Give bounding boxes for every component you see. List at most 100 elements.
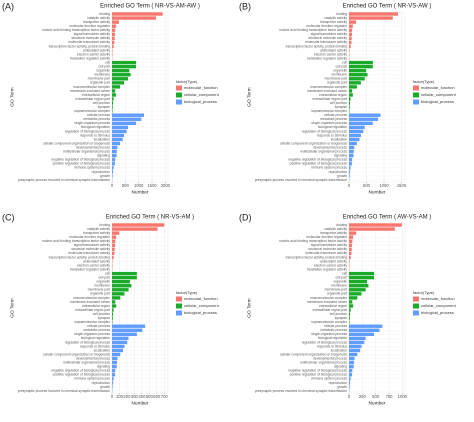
bar bbox=[112, 85, 120, 89]
term-label: cell junction bbox=[93, 101, 110, 105]
term-label: immune system process bbox=[311, 166, 347, 170]
term-label: response to stimulus bbox=[317, 344, 348, 348]
bar bbox=[349, 162, 352, 166]
bar bbox=[112, 320, 113, 324]
term-label: catalytic activity bbox=[87, 16, 110, 20]
bar bbox=[112, 93, 116, 97]
term-label: synapse bbox=[335, 316, 347, 320]
bar bbox=[349, 227, 395, 231]
bar bbox=[349, 288, 366, 292]
term-label: developmental process bbox=[313, 145, 347, 149]
legend-swatch bbox=[413, 85, 419, 91]
term-label: growth bbox=[100, 174, 110, 178]
bar bbox=[349, 12, 398, 16]
term-label: membrane-enclosed lumen bbox=[307, 300, 347, 304]
bar bbox=[112, 174, 113, 178]
bar bbox=[112, 125, 128, 130]
bar bbox=[112, 239, 116, 243]
term-label: presynaptic process involved in chemical… bbox=[255, 389, 347, 393]
legend-swatch bbox=[176, 85, 182, 91]
bar bbox=[112, 300, 116, 304]
bar bbox=[112, 166, 114, 170]
term-label: reproduction bbox=[92, 170, 110, 174]
x-tick-label: 500 bbox=[363, 183, 371, 188]
term-label: molecular transducer activity bbox=[305, 251, 347, 255]
legend-swatch bbox=[413, 296, 419, 302]
bar bbox=[112, 316, 113, 320]
term-label: biological regulation bbox=[81, 336, 110, 340]
term-label: membrane-enclosed lumen bbox=[70, 300, 110, 304]
bar bbox=[349, 117, 379, 121]
legend-label: cellular_component bbox=[184, 92, 220, 97]
term-label: structural molecule activity bbox=[71, 247, 110, 251]
y-axis-label: GO Term bbox=[246, 298, 252, 317]
bar bbox=[112, 381, 114, 385]
term-label: cell bbox=[342, 271, 347, 275]
bar bbox=[112, 101, 114, 105]
term-label: structural molecule activity bbox=[71, 36, 110, 40]
bar bbox=[112, 48, 113, 53]
legend-label: cellular_component bbox=[184, 303, 220, 308]
x-tick-label: 0 bbox=[111, 394, 114, 399]
bar bbox=[112, 12, 163, 16]
term-label: antioxidant activity bbox=[320, 48, 347, 52]
term-label: supramolecular complex bbox=[311, 320, 347, 324]
term-label: developmental process bbox=[313, 356, 347, 360]
x-tick-label: 1500 bbox=[147, 183, 157, 188]
legend-swatch bbox=[176, 92, 182, 98]
bar bbox=[349, 166, 351, 170]
bar bbox=[349, 40, 352, 45]
bar bbox=[349, 255, 351, 260]
term-label: structural molecule activity bbox=[308, 36, 347, 40]
term-label: electron carrier activity bbox=[77, 263, 110, 267]
bar bbox=[112, 223, 165, 227]
bar bbox=[112, 251, 115, 256]
bar bbox=[349, 77, 365, 81]
x-tick-label: 1500 bbox=[397, 183, 407, 188]
legend-label: biological_process bbox=[421, 310, 454, 315]
x-tick-label: 750 bbox=[386, 394, 394, 399]
term-label: signaling bbox=[97, 154, 110, 158]
bar bbox=[349, 328, 380, 332]
bar bbox=[112, 40, 115, 45]
bar bbox=[349, 81, 361, 85]
term-label: nucleic acid binding transcription facto… bbox=[42, 28, 110, 32]
term-label: macromolecular complex bbox=[310, 296, 347, 300]
term-label: positive regulation of biological proces… bbox=[53, 162, 111, 166]
term-label: supramolecular complex bbox=[74, 320, 110, 324]
term-label: transcription factor activity, protein b… bbox=[49, 44, 110, 48]
term-label: signal transducer activity bbox=[311, 32, 347, 36]
term-label: translation regulator activity bbox=[70, 56, 110, 60]
term-label: regulation of biological process bbox=[65, 340, 111, 344]
panel-label: (C) bbox=[2, 212, 15, 222]
y-axis-label: GO Term bbox=[246, 87, 252, 106]
bar bbox=[112, 279, 130, 284]
term-label: extracellular region part bbox=[313, 97, 348, 101]
term-label: electron carrier activity bbox=[314, 52, 347, 56]
term-label: negative regulation of biological proces… bbox=[288, 369, 347, 373]
bar bbox=[349, 235, 354, 239]
term-label: antioxidant activity bbox=[320, 259, 347, 263]
bar bbox=[112, 247, 115, 252]
legend-swatch bbox=[176, 99, 182, 105]
bar bbox=[112, 348, 124, 353]
term-label: cellular component organization or bioge… bbox=[43, 141, 110, 145]
bar bbox=[112, 44, 114, 49]
term-label: electron carrier activity bbox=[314, 263, 347, 267]
term-label: cellular process bbox=[324, 113, 347, 117]
bar bbox=[349, 109, 350, 113]
bar bbox=[349, 89, 353, 93]
term-label: transporter activity bbox=[83, 231, 110, 235]
bar bbox=[112, 81, 124, 85]
term-label: nucleic acid binding transcription facto… bbox=[279, 28, 347, 32]
bar bbox=[349, 73, 368, 77]
bar bbox=[349, 44, 351, 49]
term-label: macromolecular complex bbox=[73, 296, 110, 300]
term-label: molecular function regulator bbox=[69, 235, 111, 239]
term-label: negative regulation of biological proces… bbox=[51, 369, 110, 373]
bar bbox=[112, 105, 113, 109]
term-label: cell junction bbox=[330, 101, 347, 105]
term-label: organelle bbox=[333, 280, 347, 284]
term-label: membrane part bbox=[325, 288, 347, 292]
